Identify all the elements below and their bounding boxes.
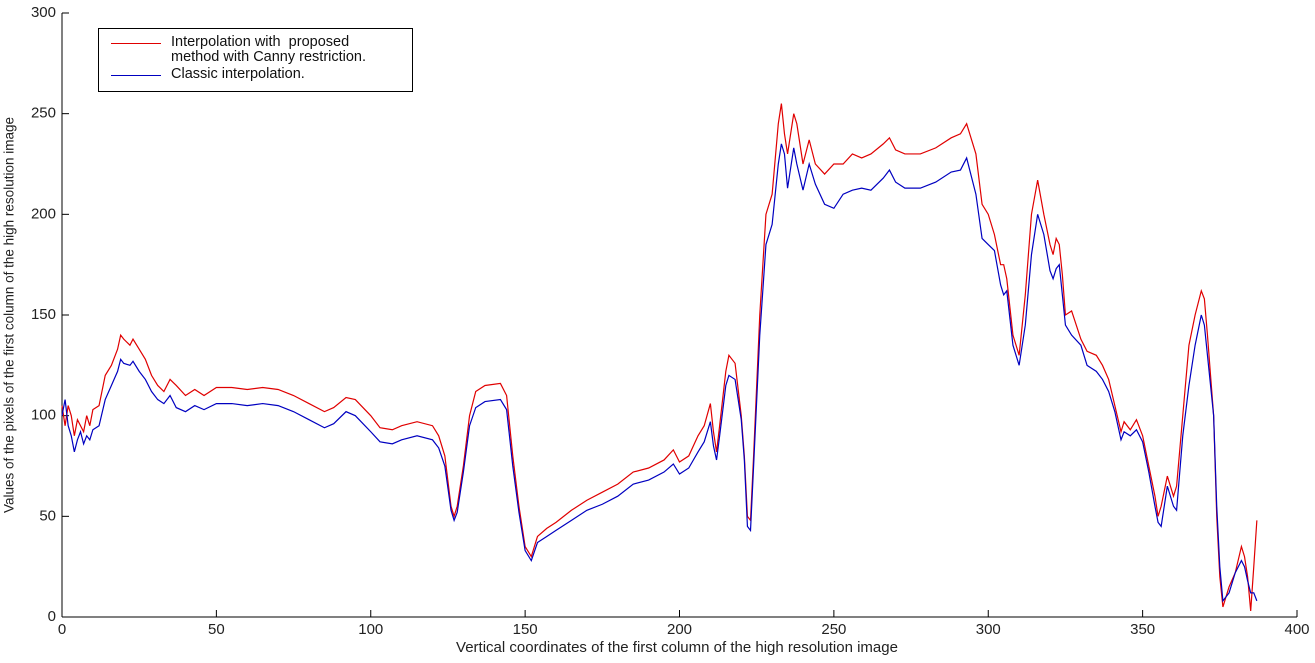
x-tick-label: 150 (513, 621, 538, 638)
y-tick-label: 100 (31, 407, 56, 424)
x-tick-label: 300 (976, 621, 1001, 638)
y-tick-label: 0 (48, 608, 56, 625)
x-axis-label: Vertical coordinates of the first column… (456, 639, 898, 656)
x-tick-label: 400 (1284, 621, 1309, 638)
legend-swatch (111, 75, 161, 76)
y-axis-label: Values of the pixels of the first column… (2, 117, 17, 513)
y-tick-label: 200 (31, 205, 56, 222)
y-tick-label: 300 (31, 4, 56, 21)
y-tick-label: 50 (39, 507, 56, 524)
legend-swatch (111, 43, 161, 44)
legend: Interpolation with proposed method with … (98, 28, 413, 92)
x-tick-label: 50 (208, 621, 225, 638)
series-line (61, 143, 1258, 603)
legend-label: Interpolation with proposed method with … (171, 34, 367, 65)
x-tick-label: 200 (667, 621, 692, 638)
series-line (61, 103, 1258, 612)
x-tick-label: 350 (1130, 621, 1155, 638)
x-tick-label: 0 (58, 621, 66, 638)
y-tick-label: 150 (31, 306, 56, 323)
x-tick-label: 250 (821, 621, 846, 638)
legend-label: Classic interpolation. (171, 66, 305, 82)
x-tick-label: 100 (358, 621, 383, 638)
y-tick-label: 250 (31, 105, 56, 122)
